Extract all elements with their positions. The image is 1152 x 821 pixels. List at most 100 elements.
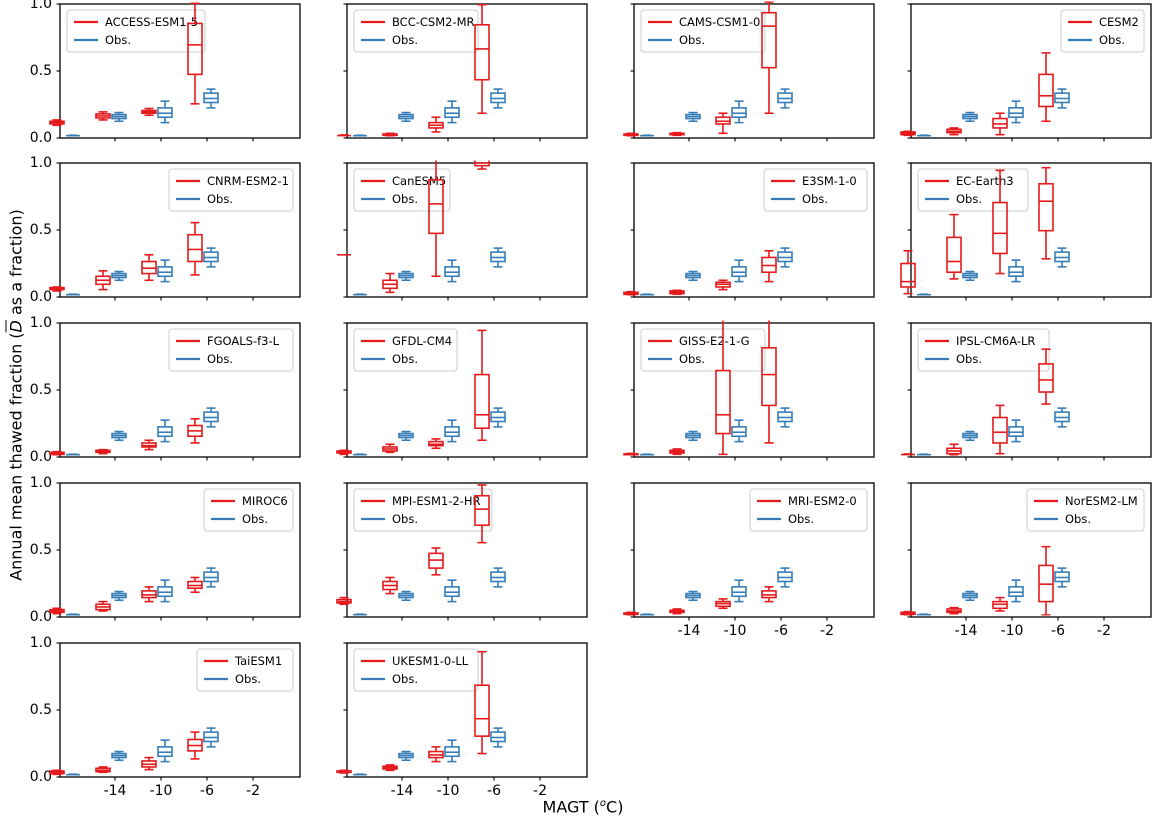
model-box--2 <box>1038 348 1054 405</box>
model-box--2 <box>761 249 777 283</box>
legend-frame <box>749 488 868 532</box>
legend-model-label: ACCESS-ESM1-5 <box>105 15 198 29</box>
boxes-layer <box>623 247 793 296</box>
model-box--10 <box>946 127 962 136</box>
model-box--10 <box>946 443 962 456</box>
legend-frame <box>1060 9 1145 53</box>
model-box--14 <box>336 596 352 606</box>
obs-box--10 <box>962 430 978 442</box>
obs-box--10 <box>685 590 701 602</box>
model-box--10 <box>669 448 685 456</box>
model-box--10 <box>95 448 111 455</box>
legend-obs-label: Obs. <box>392 672 418 686</box>
legend-model-label: FGOALS-f3-L <box>207 334 280 348</box>
x-tick-label: -14 <box>104 783 127 799</box>
boxes-layer <box>336 484 506 616</box>
legend: EC-Earth3 Obs. <box>917 168 1029 212</box>
plot-area: GISS-E2-1-G Obs. <box>630 322 875 461</box>
model-box--6 <box>428 746 444 763</box>
boxes-layer <box>900 545 1070 616</box>
model-box--2 <box>1038 545 1054 616</box>
model-box--10-box <box>946 236 962 274</box>
model-box--14 <box>623 290 639 296</box>
axes-frame <box>59 322 301 458</box>
model-box--10 <box>382 132 398 137</box>
model-box--6 <box>428 160 444 278</box>
model-box--2-box <box>1038 363 1054 393</box>
obs-box--6 <box>157 579 173 603</box>
axes-frame <box>59 3 301 139</box>
model-box--6 <box>141 586 157 603</box>
legend: GFDL-CM4 Obs. <box>353 328 458 372</box>
legend: UKESM1-0-LL Obs. <box>353 648 479 692</box>
x-tick-label: -14 <box>391 783 414 799</box>
model-box--10 <box>946 213 962 280</box>
obs-box--14 <box>353 613 367 616</box>
plot-area: 0.0 0.5 1.0 ACCESS-ESM1-5 Obs. <box>30 0 301 146</box>
obs-box--14 <box>66 773 80 776</box>
obs-box--10 <box>398 590 414 602</box>
legend: BCC-CSM2-MR Obs. <box>353 9 479 53</box>
model-box--2 <box>474 650 490 755</box>
legend: CAMS-CSM1-0 Obs. <box>640 9 766 53</box>
obs-box--10 <box>685 111 701 123</box>
model-box--2 <box>474 329 490 442</box>
legend: CESM2 Obs. <box>1060 9 1145 53</box>
legend-obs-label: Obs. <box>1065 512 1091 526</box>
obs-box--6 <box>1008 100 1024 124</box>
legend-obs-label: Obs. <box>242 512 268 526</box>
model-box--14 <box>336 449 352 456</box>
obs-box--14 <box>353 134 367 137</box>
obs-box--10 <box>111 750 127 762</box>
model-box--10 <box>95 111 111 121</box>
model-box--14 <box>623 452 639 456</box>
model-box--6 <box>992 596 1008 612</box>
boxes-layer <box>900 166 1070 296</box>
obs-box--6 <box>731 259 747 283</box>
axes-frame <box>59 482 301 618</box>
panel-ACCESS-ESM1-5: 0.0 0.5 1.0 ACCESS-ESM1-5 Obs. <box>30 0 301 146</box>
legend: MIROC6 Obs. <box>203 488 294 532</box>
boxes-layer <box>336 329 506 456</box>
obs-box--10 <box>111 111 127 123</box>
axes-frame <box>910 162 1152 298</box>
obs-box--14 <box>917 134 931 137</box>
model-box--6 <box>141 439 157 451</box>
obs-box--10 <box>398 111 414 123</box>
obs-box--14 <box>640 453 654 456</box>
obs-box--2 <box>203 247 219 268</box>
legend-model-label: MPI-ESM1-2-HR <box>392 494 480 508</box>
legend-obs-label: Obs. <box>956 192 982 206</box>
panel-FGOALS-f3-L: 0.0 0.5 1.0 FGOALS-f3-L Obs. <box>30 315 301 465</box>
model-box--14 <box>49 286 65 292</box>
boxes-layer <box>49 2 219 137</box>
plot-area: 0.0 0.5 1.0 -14 -10 -6 -2 TaiESM1 Obs. <box>30 635 301 799</box>
model-box--2-box <box>1038 182 1054 232</box>
panel-UKESM1-0-LL: -14 -10 -6 -2 UKESM1-0-LL Obs. <box>336 642 588 799</box>
model-box--6 <box>141 756 157 771</box>
model-box--14 <box>49 119 65 127</box>
boxes-layer <box>337 160 506 296</box>
x-tick-label: -2 <box>1097 623 1111 639</box>
plot-area: -14 -10 -6 -2 UKESM1-0-LL Obs. <box>343 642 588 799</box>
obs-box--14 <box>353 293 367 296</box>
plot-area: GFDL-CM4 Obs. <box>343 322 588 461</box>
x-tick-label: -10 <box>150 783 173 799</box>
legend-obs-label: Obs. <box>207 192 233 206</box>
model-box--2 <box>474 160 490 170</box>
model-box--10 <box>669 608 685 615</box>
legend: GISS-E2-1-G Obs. <box>640 328 766 372</box>
obs-box--14 <box>640 613 654 616</box>
axes-frame <box>910 3 1152 139</box>
boxes-layer <box>49 221 219 296</box>
y-tick-label: 1.0 <box>30 475 52 491</box>
obs-box--2 <box>777 567 793 588</box>
y-tick-label: 0.5 <box>30 63 52 79</box>
legend: MPI-ESM1-2-HR Obs. <box>353 488 493 532</box>
obs-box--14 <box>66 134 80 137</box>
legend-frame <box>640 9 766 53</box>
model-box--10 <box>382 576 398 595</box>
panel-MRI-ESM2-0: -14 -10 -6 -2 MRI-ESM2-0 Obs. <box>623 482 875 639</box>
legend-model-label: MIROC6 <box>242 494 288 508</box>
legend-model-label: CAMS-CSM1-0 <box>679 15 760 29</box>
